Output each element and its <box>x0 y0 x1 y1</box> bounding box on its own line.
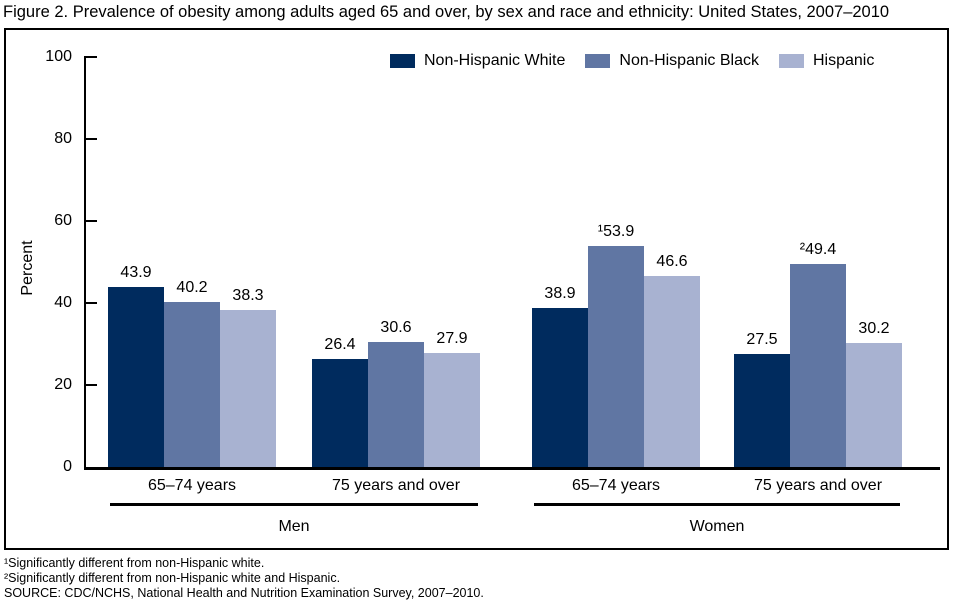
bar-value-label: 38.3 <box>232 287 264 304</box>
category-label: 75 years and over <box>753 477 883 494</box>
footnote-line: ²Significantly different from non-Hispan… <box>4 571 341 585</box>
y-axis-line <box>84 56 86 470</box>
footnote-line: SOURCE: CDC/NCHS, National Health and Nu… <box>4 586 484 600</box>
y-tick-label: 0 <box>63 458 72 475</box>
y-tick-mark <box>86 302 97 304</box>
bar-value-label: 30.6 <box>380 319 412 336</box>
group-underline <box>534 503 900 506</box>
bar-non-hispanic-white <box>108 287 164 467</box>
y-tick-label: 80 <box>54 130 72 147</box>
y-tick-label: 60 <box>54 212 72 229</box>
bar-hispanic <box>846 343 902 467</box>
legend-label: Non-Hispanic White <box>424 52 566 69</box>
category-label: 65–74 years <box>147 477 237 494</box>
legend-swatch <box>585 54 611 68</box>
bar-value-label: ²49.4 <box>799 241 837 258</box>
bar-value-label: 46.6 <box>656 253 688 270</box>
bar-non-hispanic-black <box>164 302 220 467</box>
bar-non-hispanic-white <box>734 354 790 467</box>
x-axis-line <box>84 467 940 470</box>
bar-hispanic <box>424 353 480 467</box>
legend-item: Hispanic <box>779 52 874 70</box>
bar-value-label: 27.5 <box>746 331 778 348</box>
bar-non-hispanic-black <box>588 246 644 467</box>
bar-non-hispanic-black <box>368 342 424 467</box>
bar-value-label: 38.9 <box>544 285 576 302</box>
y-tick-mark <box>86 56 97 58</box>
bar-value-label: 26.4 <box>324 336 356 353</box>
y-tick-mark <box>86 220 97 222</box>
bar-value-label: ¹53.9 <box>597 223 635 240</box>
bar-non-hispanic-black <box>790 264 846 467</box>
y-tick-label: 40 <box>54 294 72 311</box>
chart-frame <box>4 28 949 550</box>
y-axis-title: Percent <box>19 240 36 296</box>
legend-item: Non-Hispanic White <box>390 52 565 70</box>
y-tick-label: 20 <box>54 376 72 393</box>
group-underline <box>110 503 478 506</box>
footnotes: ¹Significantly different from non-Hispan… <box>4 556 484 601</box>
legend-swatch <box>390 54 415 68</box>
legend-item: Non-Hispanic Black <box>585 52 759 70</box>
group-label: Women <box>689 518 745 535</box>
y-tick-mark <box>86 138 97 140</box>
bar-hispanic <box>220 310 276 467</box>
y-tick-mark <box>86 384 97 386</box>
bar-value-label: 40.2 <box>176 279 208 296</box>
bar-hispanic <box>644 276 700 467</box>
legend-swatch <box>779 54 804 68</box>
y-tick-label: 100 <box>45 48 72 65</box>
footnote-line: ¹Significantly different from non-Hispan… <box>4 556 265 570</box>
bar-value-label: 30.2 <box>858 320 890 337</box>
bar-non-hispanic-white <box>312 359 368 467</box>
bar-value-label: 43.9 <box>120 264 152 281</box>
legend-label: Hispanic <box>813 52 875 69</box>
category-label: 75 years and over <box>331 477 461 494</box>
figure-title: Figure 2. Prevalence of obesity among ad… <box>3 3 890 21</box>
category-label: 65–74 years <box>571 477 661 494</box>
legend: Non-Hispanic White Non-Hispanic Black Hisp… <box>390 52 874 70</box>
legend-label: Non-Hispanic Black <box>619 52 759 69</box>
group-label: Men <box>278 518 310 535</box>
bar-non-hispanic-white <box>532 308 588 467</box>
bar-value-label: 27.9 <box>436 330 468 347</box>
